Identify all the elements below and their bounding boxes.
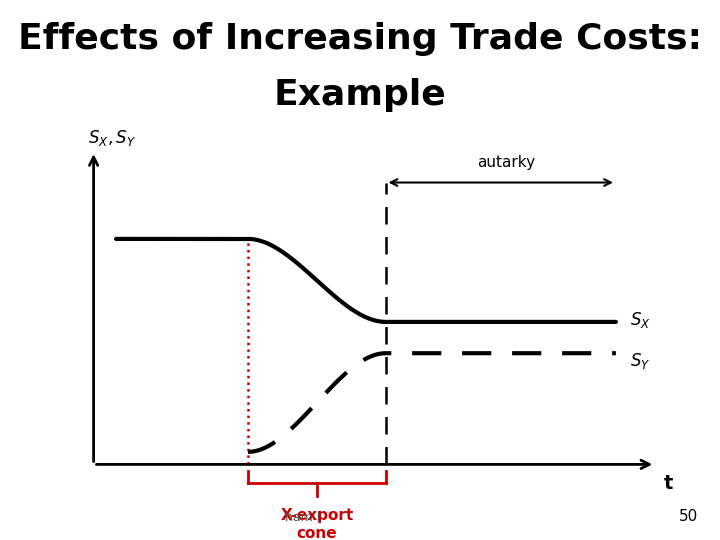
Text: t: t [664,474,673,493]
Text: Example: Example [274,78,446,112]
Text: $S_X$: $S_X$ [630,310,651,330]
Text: $S_Y$: $S_Y$ [630,351,650,371]
Text: $S_X,S_Y$: $S_X,S_Y$ [88,128,136,148]
Text: autarky: autarky [477,155,536,170]
Text: X-export
cone: X-export cone [280,508,354,540]
Text: Effects of Increasing Trade Costs:: Effects of Increasing Trade Costs: [18,22,702,56]
Text: 50: 50 [679,509,698,524]
Text: ham l: ham l [285,511,320,524]
